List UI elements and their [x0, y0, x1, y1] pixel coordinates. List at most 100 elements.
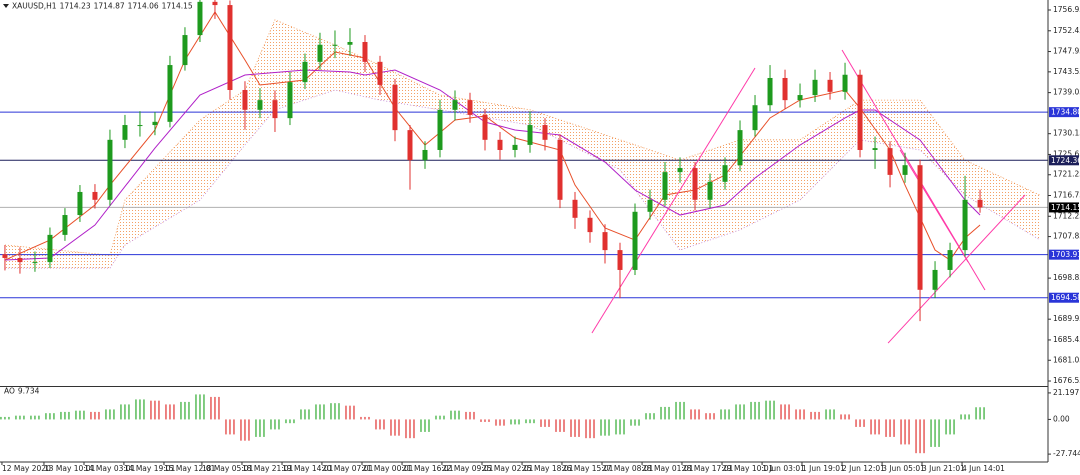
candle-body: [137, 125, 143, 127]
indicator-value: 9.734: [18, 387, 40, 396]
candle-body: [197, 1, 203, 36]
x-tick-label: 3 Jun 21:01: [922, 464, 965, 473]
candle-body: [272, 100, 278, 119]
candle-body: [452, 100, 458, 110]
level-label-box: [1049, 155, 1079, 166]
ao-y-tick-label: 0.00: [1053, 414, 1070, 423]
candle-body: [287, 82, 293, 119]
y-tick-label: 1689.93: [1053, 314, 1080, 323]
header-open: 1714.23: [60, 2, 91, 11]
candle-body: [962, 199, 968, 251]
y-tick-label: 1707.83: [1053, 232, 1080, 241]
candle-body: [617, 250, 623, 270]
candle-body: [377, 61, 383, 85]
x-tick-label: 20 May 07:01: [322, 464, 374, 473]
candle-body: [887, 148, 893, 175]
collapse-icon[interactable]: [3, 4, 9, 8]
x-tick-label: 28 May 01:01: [642, 464, 694, 473]
candle-body: [407, 130, 413, 161]
candle-body: [722, 165, 728, 182]
x-tick-label: 1 Jun 03:01: [762, 464, 805, 473]
candle-body: [47, 234, 53, 263]
candle-body: [677, 167, 683, 173]
candle-body: [182, 35, 188, 66]
candle-body: [857, 74, 863, 150]
candle-body: [977, 199, 983, 208]
y-tick-label: 1756.93: [1053, 5, 1080, 14]
level-label: 1734.80: [1051, 108, 1080, 117]
chart-header: XAUUSD,H1 1714.23 1714.87 1714.06 1714.15: [12, 2, 193, 11]
candle-body: [587, 217, 593, 233]
candle-body: [422, 149, 428, 161]
y-tick-label: 1712.23: [1053, 211, 1080, 220]
x-tick-label: 13 May 10:01: [44, 464, 96, 473]
candle-body: [527, 125, 533, 145]
candle-body: [902, 165, 908, 175]
candle-body: [467, 100, 473, 115]
candle-body: [752, 105, 758, 131]
y-tick-label: 1739.03: [1053, 88, 1080, 97]
candle-body: [257, 100, 263, 110]
header-low: 1714.06: [128, 2, 159, 11]
x-tick-label: 1 Jun 19:01: [802, 464, 845, 473]
candle-body: [167, 65, 173, 122]
candle-body: [122, 125, 128, 140]
candle-body: [812, 79, 818, 96]
candle-body: [662, 172, 668, 200]
y-tick-label: 1685.43: [1053, 335, 1080, 344]
candle-body: [62, 215, 68, 235]
candle-body: [317, 44, 323, 62]
x-tick-label: 19 May 14:01: [282, 464, 334, 473]
candle-body: [497, 139, 503, 150]
x-tick-label: 3 Jun 05:01: [882, 464, 925, 473]
candle-body: [842, 74, 848, 92]
y-tick-label: 1716.73: [1053, 191, 1080, 200]
candle-body: [947, 250, 953, 270]
level-label-box: [1049, 202, 1079, 213]
y-tick-label: 1676.53: [1053, 376, 1080, 385]
ichimoku-cloud: [4, 19, 1041, 269]
ao-y-tick-label: 21.197: [1053, 388, 1079, 397]
candle-body: [227, 5, 233, 90]
candle-body: [737, 130, 743, 166]
y-tick-label: 1725.63: [1053, 149, 1080, 158]
candle-body: [602, 232, 608, 251]
y-tick-label: 1721.23: [1053, 170, 1080, 179]
moving-average: [4, 69, 981, 261]
x-tick-label: 26 May 15:01: [562, 464, 614, 473]
candle-body: [302, 61, 308, 83]
candle-body: [632, 211, 638, 270]
y-tick-label: 1681.03: [1053, 355, 1080, 364]
indicator-name: AO: [4, 387, 15, 396]
candle-body: [152, 121, 158, 126]
candle-body: [782, 77, 788, 101]
candle-body: [107, 139, 113, 200]
y-tick-label: 1752.43: [1053, 26, 1080, 35]
candle-body: [212, 1, 218, 6]
level-label-box: [1049, 292, 1079, 303]
header-high: 1714.87: [94, 2, 125, 11]
y-tick-label: 1730.13: [1053, 129, 1080, 138]
x-tick-label: 25 May 02:01: [482, 464, 534, 473]
x-tick-label: 22 May 09:01: [442, 464, 494, 473]
candle-body: [692, 167, 698, 200]
candle-body: [542, 125, 548, 140]
candle-body: [482, 114, 488, 140]
candle-body: [917, 165, 923, 290]
level-label: 1714.15: [1051, 203, 1080, 212]
x-tick-label: 18 May 05:01: [202, 464, 254, 473]
cloud-span-a: [4, 19, 1041, 256]
x-tick-label: 12 May 2020: [2, 464, 51, 473]
candle-body: [572, 199, 578, 218]
candle-body: [347, 41, 353, 45]
candle-body: [362, 41, 368, 62]
header-close: 1714.15: [162, 2, 193, 11]
level-label-box: [1049, 107, 1079, 118]
candle-body: [242, 89, 248, 110]
level-label: 1694.58: [1051, 293, 1080, 302]
y-tick-label: 1698.83: [1053, 273, 1080, 282]
y-tick-label: 1743.53: [1053, 67, 1080, 76]
